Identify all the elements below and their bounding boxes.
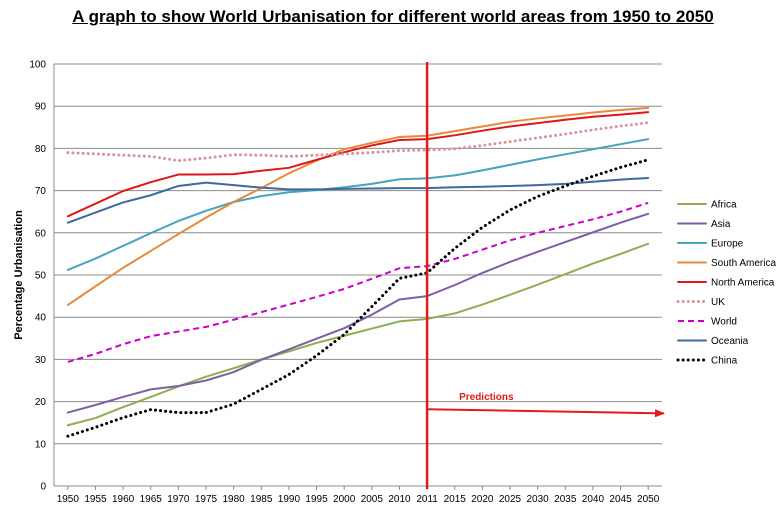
predictions-arrow <box>427 408 665 418</box>
y-axis-label: Percentage Urbanisation <box>13 210 25 340</box>
legend-label: South America <box>711 258 776 269</box>
series-line-south-america <box>66 106 650 306</box>
predictions-label: Predictions <box>459 392 514 403</box>
y-tick-label: 90 <box>35 102 47 113</box>
y-tick-label: 60 <box>35 228 47 239</box>
x-tick-label: 1985 <box>250 494 273 505</box>
y-tick-label: 20 <box>35 397 47 408</box>
y-tick-label: 10 <box>35 439 47 450</box>
series-line-asia <box>66 212 650 414</box>
x-tick-label: 2045 <box>609 494 632 505</box>
x-tick-label: 1955 <box>84 494 107 505</box>
x-tick-label: 2035 <box>554 494 577 505</box>
x-tick-label: 1990 <box>278 494 301 505</box>
legend-label: China <box>711 356 738 367</box>
x-tick-label: 2050 <box>637 494 660 505</box>
series-line-europe <box>66 138 650 271</box>
y-tick-label: 70 <box>35 186 47 197</box>
legend-label: World <box>711 317 737 328</box>
legend: Africa Asia Europe South America North Ameri… <box>676 200 776 367</box>
x-tick-label: 1965 <box>140 494 163 505</box>
legend-label: Africa <box>711 200 737 211</box>
x-tick-label: 1950 <box>57 494 80 505</box>
series-line-oceania <box>66 176 650 224</box>
y-tick-label: 80 <box>35 144 47 155</box>
series-line-uk <box>66 121 650 163</box>
legend-label: Oceania <box>711 336 749 347</box>
legend-label: Europe <box>711 239 744 250</box>
x-tick-label: 1995 <box>305 494 328 505</box>
series-line-north-america <box>66 111 650 218</box>
x-tick-label: 2030 <box>527 494 550 505</box>
x-tick-label: 2005 <box>361 494 384 505</box>
series-lines <box>66 106 650 438</box>
series-line-china <box>66 158 650 438</box>
chart-title: A graph to show World Urbanisation for d… <box>72 7 714 26</box>
x-tick-label: 1975 <box>195 494 218 505</box>
x-tick-label: 2000 <box>333 494 356 505</box>
x-tick-label: 2020 <box>471 494 494 505</box>
legend-label: North America <box>711 278 775 289</box>
y-tick-label: 0 <box>40 482 46 493</box>
y-tick-label: 30 <box>35 355 47 366</box>
y-tick-label: 100 <box>29 60 46 71</box>
y-tick-label: 50 <box>35 271 47 282</box>
x-tick-label: 1980 <box>223 494 246 505</box>
series-line-world <box>67 201 649 363</box>
grid-lines <box>54 63 662 487</box>
x-tick-label: 2011 <box>416 494 438 505</box>
legend-label: Asia <box>711 219 731 230</box>
prediction-annotations: Predictions <box>425 62 665 489</box>
x-tick-label: 2010 <box>388 494 411 505</box>
legend-label: UK <box>711 297 725 308</box>
x-tick-label: 1970 <box>167 494 190 505</box>
x-tick-label: 2040 <box>582 494 605 505</box>
x-tick-label: 2015 <box>444 494 467 505</box>
series-line-africa <box>66 242 650 427</box>
x-tick-label: 1960 <box>112 494 135 505</box>
x-tick-label: 2025 <box>499 494 522 505</box>
y-tick-label: 40 <box>35 313 47 324</box>
